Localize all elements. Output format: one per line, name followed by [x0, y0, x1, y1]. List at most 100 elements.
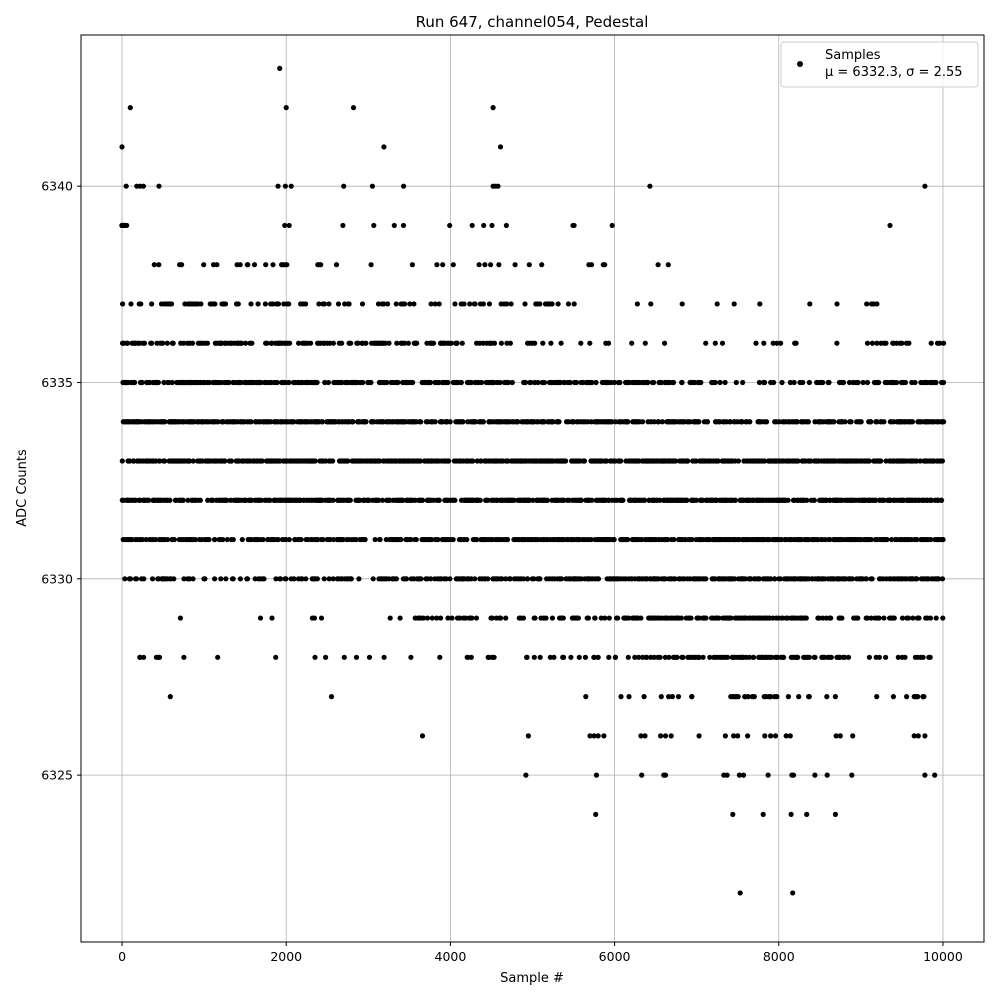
- data-point: [567, 379, 573, 386]
- data-point: [626, 693, 632, 700]
- data-point: [658, 693, 664, 700]
- data-point: [459, 340, 465, 346]
- data-point: [535, 379, 541, 386]
- data-point: [382, 340, 388, 346]
- data-point: [917, 458, 923, 464]
- data-point: [541, 379, 548, 386]
- data-point: [156, 183, 162, 189]
- data-point: [452, 301, 458, 307]
- data-point: [407, 301, 413, 307]
- data-point: [602, 262, 608, 268]
- data-point: [615, 615, 621, 621]
- data-point: [189, 340, 196, 346]
- data-point: [228, 458, 234, 464]
- data-point: [296, 340, 302, 346]
- data-point: [807, 301, 813, 307]
- data-point: [161, 379, 167, 386]
- data-point: [753, 340, 759, 346]
- data-point: [791, 379, 797, 386]
- data-point: [812, 772, 818, 778]
- data-point: [551, 654, 557, 660]
- data-point: [555, 301, 561, 307]
- data-point: [625, 536, 631, 543]
- data-point: [881, 419, 887, 425]
- data-point: [330, 340, 336, 346]
- data-point: [491, 340, 498, 346]
- data-point: [128, 301, 134, 307]
- data-point: [424, 615, 431, 621]
- data-point: [939, 458, 946, 464]
- data-point: [366, 654, 373, 660]
- data-point: [576, 654, 582, 660]
- data-point: [831, 419, 837, 425]
- data-point: [353, 654, 360, 660]
- data-point: [480, 340, 486, 346]
- data-point: [132, 379, 138, 386]
- x-tick-label: 0: [118, 949, 126, 964]
- data-point: [941, 340, 947, 346]
- data-point: [878, 458, 884, 464]
- data-point: [214, 262, 220, 268]
- data-point: [777, 576, 784, 582]
- data-point: [532, 340, 538, 346]
- data-point: [632, 654, 638, 660]
- data-point: [283, 105, 289, 111]
- data-point: [609, 419, 615, 425]
- data-point: [820, 379, 826, 386]
- data-point: [478, 458, 484, 464]
- data-point: [168, 301, 175, 307]
- data-point: [722, 379, 728, 386]
- data-point: [303, 301, 309, 307]
- data-point: [394, 340, 400, 346]
- data-point: [909, 419, 916, 425]
- data-point: [936, 576, 942, 582]
- data-point: [470, 458, 476, 464]
- data-point: [609, 222, 615, 229]
- data-point: [520, 615, 527, 621]
- data-point: [503, 576, 509, 582]
- data-point: [790, 772, 797, 778]
- data-point: [593, 811, 599, 817]
- data-point: [698, 379, 704, 386]
- data-point: [322, 379, 328, 386]
- data-point: [218, 576, 224, 582]
- data-point: [788, 811, 794, 817]
- data-point: [899, 340, 905, 346]
- data-point: [511, 497, 517, 503]
- data-point: [530, 497, 536, 503]
- data-point: [291, 576, 297, 582]
- data-point: [282, 183, 288, 189]
- data-point: [662, 772, 669, 778]
- data-point: [480, 419, 486, 425]
- data-point: [474, 536, 480, 543]
- data-point: [312, 458, 318, 464]
- data-point: [636, 654, 642, 660]
- data-point: [864, 379, 871, 386]
- data-point: [560, 615, 566, 621]
- data-point: [933, 379, 939, 386]
- data-point: [476, 262, 482, 268]
- data-point: [190, 576, 196, 582]
- data-point: [220, 536, 226, 543]
- data-point: [434, 615, 440, 621]
- data-point: [445, 379, 451, 386]
- data-point: [282, 222, 288, 229]
- data-point: [363, 340, 369, 346]
- data-point: [162, 458, 168, 464]
- data-point: [548, 340, 554, 346]
- data-point: [127, 105, 133, 111]
- data-point: [881, 497, 887, 503]
- data-point: [149, 301, 155, 307]
- data-point: [314, 576, 320, 582]
- x-tick-label: 4000: [435, 949, 467, 964]
- data-point: [249, 340, 255, 346]
- data-point: [670, 379, 677, 386]
- data-point: [498, 340, 504, 346]
- data-point: [688, 615, 694, 621]
- data-point: [359, 301, 366, 307]
- data-point: [275, 183, 281, 189]
- data-point: [679, 379, 685, 386]
- data-point: [212, 301, 218, 307]
- data-point: [260, 536, 266, 543]
- data-point: [458, 379, 464, 386]
